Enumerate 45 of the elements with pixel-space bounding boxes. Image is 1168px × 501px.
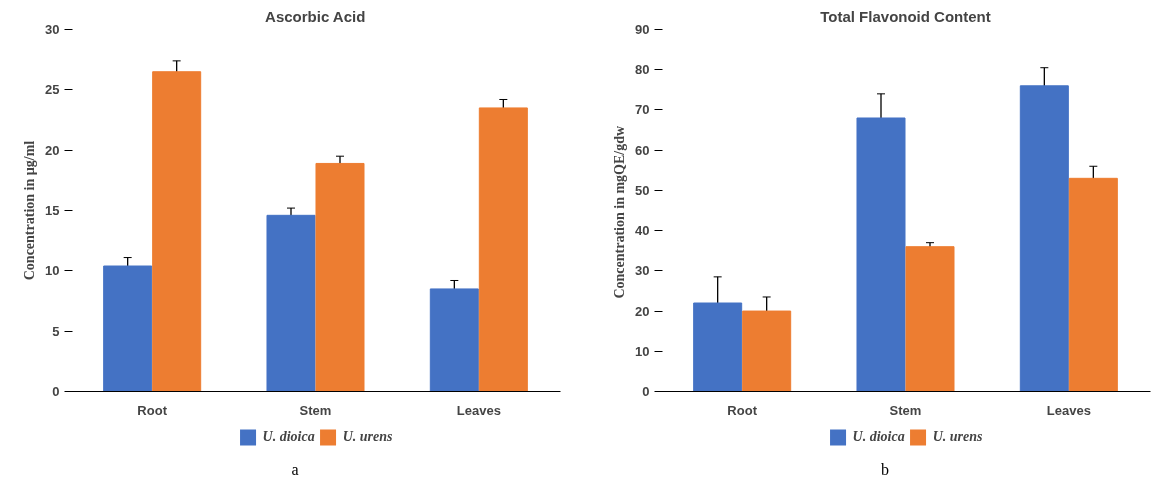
legend-label: U. dioica bbox=[262, 429, 315, 445]
chart-title: Ascorbic Acid bbox=[265, 7, 366, 25]
y-tick-label: 80 bbox=[635, 62, 650, 78]
y-tick-label: 15 bbox=[45, 203, 60, 218]
y-tick-label: 50 bbox=[635, 182, 650, 198]
y-tick-label: 60 bbox=[635, 142, 650, 158]
y-axis-title: Concentration in µg/ml bbox=[22, 140, 38, 281]
x-tick-label: Root bbox=[727, 402, 758, 418]
y-tick-label: 40 bbox=[635, 223, 650, 239]
bar bbox=[693, 302, 743, 392]
y-tick-label: 20 bbox=[635, 303, 650, 319]
x-tick-label: Stem bbox=[299, 402, 332, 418]
bar bbox=[152, 71, 202, 392]
y-tick-label: 0 bbox=[642, 384, 650, 399]
x-tick-label: Stem bbox=[889, 402, 922, 418]
y-tick-label: 5 bbox=[52, 323, 60, 339]
y-tick-label: 25 bbox=[45, 82, 60, 98]
bar bbox=[429, 288, 479, 392]
chart-title: Total Flavonoid Content bbox=[820, 7, 991, 25]
bar bbox=[315, 162, 365, 392]
x-tick-label: Leaves bbox=[456, 402, 501, 418]
bar bbox=[905, 246, 955, 392]
y-tick-label: 20 bbox=[45, 142, 60, 158]
y-tick-label: 10 bbox=[45, 263, 60, 279]
legend-label: U. urens bbox=[342, 429, 393, 445]
text: a bbox=[291, 460, 299, 480]
legend-label: U. dioica bbox=[852, 429, 905, 445]
text: b bbox=[881, 460, 889, 480]
y-tick-label: 30 bbox=[635, 263, 650, 279]
bar bbox=[1019, 85, 1069, 392]
x-tick-label: Root bbox=[137, 402, 168, 418]
bar bbox=[742, 310, 792, 392]
y-axis-title: Concentration in mgQE/gdw bbox=[612, 125, 628, 299]
y-tick-label: 30 bbox=[45, 22, 60, 37]
x-tick-label: Leaves bbox=[1046, 402, 1091, 418]
bar bbox=[1068, 177, 1118, 392]
y-tick-label: 90 bbox=[635, 22, 650, 37]
y-tick-label: 10 bbox=[635, 343, 650, 359]
bar bbox=[856, 117, 906, 392]
bar bbox=[266, 214, 316, 392]
bar bbox=[103, 265, 153, 392]
legend-label: U. urens bbox=[932, 429, 983, 445]
y-tick-label: 70 bbox=[635, 102, 650, 118]
y-tick-label: 0 bbox=[52, 384, 60, 399]
bar bbox=[478, 107, 528, 392]
